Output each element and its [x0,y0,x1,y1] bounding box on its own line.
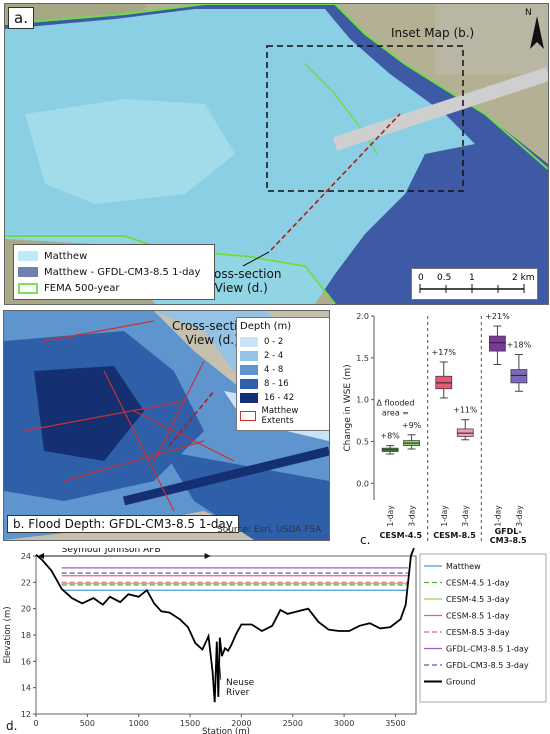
panel-label-b: b. Flood Depth: GFDL-CM3-8.5 1-day [7,515,239,533]
map-panel-a: a. Inset Map (b.) N Cross-section View (… [4,3,549,305]
y-tick-label: 20 [21,605,31,614]
river-pointer [218,656,222,680]
percent-label: +9% [402,421,422,430]
box [510,369,528,384]
y-tick-label: 0.5 [356,437,369,446]
x-tick-label: 3000 [334,719,354,728]
map-source: Source: Esri, USDA FSA [217,525,322,535]
y-tick-label: 24 [21,552,31,561]
cross-section-label-b: Cross-section View (d.) [172,319,253,347]
x-tick-label: 500 [80,719,95,728]
legend-label: CESM-4.5 1-day [446,579,510,588]
legend-item-depth-2-4: 2 - 4 [240,349,326,363]
y-tick-label: 12 [21,710,31,719]
y-tick-label: 1.5 [356,354,369,363]
scale-tick: 0 [418,273,424,283]
scale-bar: 0 0.5 1 2 km [411,268,538,300]
legend-item-depth-8-16: 8 - 16 [240,377,326,391]
map-legend-a: Matthew Matthew - GFDL-CM3-8.5 1-day FEM… [13,244,215,300]
legend-label: GFDL-CM3-8.5 1-day [446,645,529,654]
y-tick-label: 14 [21,684,31,693]
wse-boxplot: 0.0 0.5 1.0 1.5 2.0 Change in WSE (m) CESM-4.5… [343,312,532,546]
x-tick-label: 1-day [440,505,449,527]
group-label: GFDL- [495,527,522,536]
x-tick-label: 0 [33,719,38,728]
legend-title: Depth (m) [240,321,292,332]
x-tick-label: 1-day [386,505,395,527]
y-tick-label: 2.0 [356,312,369,321]
arrow-head-icon [204,553,211,559]
legend-item-matthew: Matthew [18,248,210,264]
north-arrow-icon [530,16,544,49]
cross-section-label-a: Cross-section View (d.) [201,267,282,295]
y-tick-label: 0.0 [356,479,369,488]
group-label: CESM-4.5 [380,531,423,540]
y-axis-label: Change in WSE (m) [343,364,353,451]
legend-label: GFDL-CM3-8.5 3-day [446,661,529,670]
x-tick-label: 3-day [515,505,524,527]
legend-item-gfdl: Matthew - GFDL-CM3-8.5 1-day [18,264,210,280]
legend-item-fema: FEMA 500-year [18,280,210,296]
x-tick-label: 3-day [461,505,470,527]
group-label: CM3-8.5 [490,536,527,545]
panel-label-c: c. [360,533,370,546]
group-label: CESM-8.5 [433,531,476,540]
legend-label: Ground [446,678,475,687]
cross-section-panel-d: 0 500 1000 1500 2000 2500 3000 3500 12 14 16 18 20 22… [0,548,550,734]
x-axis-label: Station (m) [202,727,250,734]
x-tick-label: 1500 [180,719,200,728]
delta-annotation: area = [382,408,409,417]
x-tick-label: 1000 [129,719,149,728]
delta-annotation: Δ flooded [377,398,415,407]
y-tick-label: 16 [21,657,31,666]
x-tick-label: 2500 [283,719,303,728]
legend-item-matthew-extents: Matthew Extents [240,405,326,427]
legend-label: CESM-4.5 3-day [446,595,510,604]
percent-label: +11% [453,406,478,415]
x-tick-label: 3-day [408,505,417,527]
map-panel-b: Cross-section View (d.) Depth (m) 0 - 2 … [3,310,330,541]
percent-label: +17% [432,348,457,357]
legend-item-depth-0-2: 0 - 2 [240,335,326,349]
line-legend [419,553,547,703]
y-tick-label: 22 [21,578,31,587]
river-annotation: Neuse [226,678,255,688]
x-tick-label: 3500 [385,719,405,728]
y-tick-label: 18 [21,631,31,640]
ground-line [35,548,415,703]
arrow-head-icon [38,553,44,559]
y-axis-label: Elevation (m) [3,606,13,663]
legend-label: CESM-8.5 1-day [446,612,510,621]
depth-legend: Depth (m) 0 - 2 2 - 4 4 - 8 8 - 16 16 - … [236,317,329,431]
legend-item-depth-16-42: 16 - 42 [240,391,326,405]
box [489,335,506,352]
scale-tick: 1 [469,273,475,283]
cross-section-chart: 0 500 1000 1500 2000 2500 3000 3500 12 14 16 18 20 22… [3,548,547,734]
x-tick-label: 1-day [493,505,502,527]
x-tick-label: 2000 [231,719,251,728]
boxplot-panel-c: 0.0 0.5 1.0 1.5 2.0 Change in WSE (m) CESM-4.5… [330,308,548,546]
panel-label-d: d. [6,719,17,733]
north-label: N [525,8,532,18]
y-tick-label: 1.0 [356,396,369,405]
legend-label: Matthew [446,562,481,571]
river-annotation: River [226,688,250,698]
afb-annotation: Seymour Johnson AFB [62,548,161,555]
legend-label: CESM-8.5 3-day [446,628,510,637]
percent-label: +18% [507,340,532,349]
scale-tick: 0.5 [437,273,451,283]
percent-label: +21% [485,312,510,321]
legend-item-depth-4-8: 4 - 8 [240,363,326,377]
panel-label-a: a. [8,7,34,29]
inset-map-label: Inset Map (b.) [391,26,475,40]
percent-label: +8% [380,432,400,441]
scale-tick: 2 km [512,273,535,283]
